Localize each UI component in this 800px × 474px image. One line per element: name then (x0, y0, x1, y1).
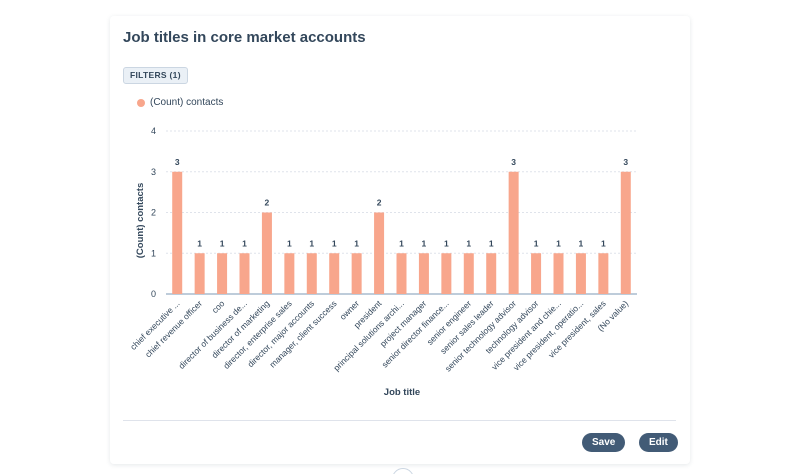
legend-label: (Count) contacts (150, 97, 224, 108)
bar[interactable] (553, 253, 564, 294)
y-tick-label: 2 (151, 208, 156, 218)
data-label: 1 (287, 238, 292, 248)
bar[interactable] (396, 253, 407, 294)
bar[interactable] (508, 171, 519, 294)
data-label: 1 (332, 238, 337, 248)
bar[interactable] (620, 171, 631, 294)
bar[interactable] (418, 253, 429, 294)
bar[interactable] (284, 253, 295, 294)
y-tick-label: 4 (151, 126, 156, 136)
x-tick-label: coo (210, 298, 227, 315)
bar[interactable] (351, 253, 362, 294)
legend-swatch-icon (137, 98, 145, 107)
data-label: 2 (377, 198, 382, 208)
data-label: 1 (197, 238, 202, 248)
filters-button[interactable]: FILTERS (1) (123, 67, 188, 84)
edit-button[interactable]: Edit (639, 433, 678, 452)
data-label: 3 (175, 157, 180, 167)
bar[interactable] (239, 253, 250, 294)
bar[interactable] (374, 212, 385, 295)
report-card: Job titles in core market accounts FILTE… (110, 16, 690, 464)
bar[interactable] (194, 253, 205, 294)
y-tick-label: 0 (151, 289, 156, 299)
data-label: 1 (242, 238, 247, 248)
data-label: 1 (556, 238, 561, 248)
bar[interactable] (531, 253, 542, 294)
bar[interactable] (575, 253, 586, 294)
data-label: 1 (444, 238, 449, 248)
data-label: 3 (623, 157, 628, 167)
data-label: 2 (265, 198, 270, 208)
data-label: 1 (601, 238, 606, 248)
data-label: 3 (511, 157, 516, 167)
bar[interactable] (598, 253, 609, 294)
data-label: 1 (354, 238, 359, 248)
y-tick-label: 1 (151, 248, 156, 258)
bar[interactable] (486, 253, 497, 294)
bar[interactable] (172, 171, 183, 294)
report-title: Job titles in core market accounts (123, 29, 366, 46)
chart-legend[interactable]: (Count) contacts (137, 97, 223, 108)
save-button[interactable]: Save (582, 433, 626, 452)
data-label: 1 (422, 238, 427, 248)
bar[interactable] (306, 253, 317, 294)
data-label: 1 (489, 238, 494, 248)
data-label: 1 (220, 238, 225, 248)
y-tick-label: 3 (151, 167, 156, 177)
data-label: 1 (579, 238, 584, 248)
bar[interactable] (329, 253, 340, 294)
bar[interactable] (261, 212, 272, 295)
bar[interactable] (441, 253, 452, 294)
data-label: 1 (309, 238, 314, 248)
data-label: 1 (534, 238, 539, 248)
footer-divider (123, 420, 676, 421)
x-axis-label: Job title (384, 387, 420, 398)
bar[interactable] (463, 253, 474, 294)
data-label: 1 (466, 238, 471, 248)
bar[interactable] (217, 253, 228, 294)
scroll-handle[interactable] (392, 468, 414, 474)
y-axis-label: (Count) contacts (135, 183, 146, 258)
data-label: 1 (399, 238, 404, 248)
